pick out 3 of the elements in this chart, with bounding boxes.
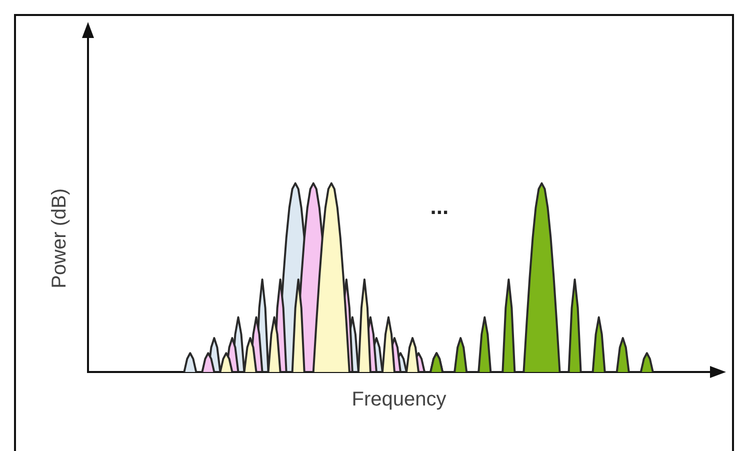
x-axis-title: Frequency [352,388,446,411]
annotation: ... [430,194,449,220]
y-axis-title: Power (dB) [48,188,71,288]
